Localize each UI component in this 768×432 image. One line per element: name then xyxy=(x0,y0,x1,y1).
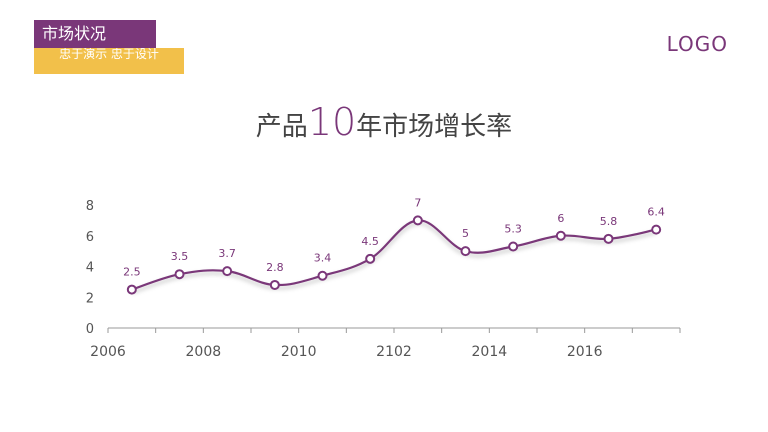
y-tick-label: 0 xyxy=(86,322,94,337)
data-point xyxy=(174,269,185,280)
section-title: 市场状况 xyxy=(42,24,107,43)
series-line-group xyxy=(131,219,657,291)
data-label: 7 xyxy=(414,196,421,209)
data-label: 6.4 xyxy=(647,206,665,219)
tagline: 忠于演示 忠于设计 xyxy=(59,48,159,61)
y-axis-labels: 0 2 4 6 8 xyxy=(86,199,94,337)
y-tick-label: 6 xyxy=(86,230,94,245)
data-point xyxy=(460,246,471,257)
x-tick-label: 2008 xyxy=(186,344,222,360)
data-label: 4.5 xyxy=(361,235,379,248)
data-label: 6 xyxy=(557,212,564,225)
data-point xyxy=(412,215,423,226)
series-line xyxy=(131,219,657,291)
data-label: 5.3 xyxy=(504,223,522,236)
data-label: 3.7 xyxy=(218,247,236,260)
data-point xyxy=(508,241,519,252)
headline-prefix: 产品 xyxy=(255,112,308,142)
x-tick-label: 2006 xyxy=(90,344,126,360)
data-points xyxy=(126,215,662,295)
data-point xyxy=(269,279,280,290)
data-point xyxy=(222,266,233,277)
data-label: 5 xyxy=(462,227,469,240)
y-tick-label: 2 xyxy=(86,291,94,306)
data-point xyxy=(317,270,328,281)
data-point xyxy=(651,224,662,235)
x-axis xyxy=(107,327,681,333)
data-point xyxy=(126,284,137,295)
x-tick-label: 2102 xyxy=(376,344,412,360)
data-label: 3.5 xyxy=(171,250,189,263)
data-label: 2.8 xyxy=(266,261,284,274)
headline-suffix: 年市场增长率 xyxy=(356,112,513,142)
y-tick-label: 8 xyxy=(86,199,94,214)
headline-number: 10 xyxy=(307,100,357,144)
data-label: 3.4 xyxy=(314,252,332,265)
chart-headline: 产品10年市场增长率 xyxy=(0,100,768,144)
data-point xyxy=(365,253,376,264)
logo: LOGO xyxy=(666,32,728,56)
x-axis-labels: 2006 2008 2010 2102 2014 2016 xyxy=(90,344,602,360)
data-point xyxy=(555,230,566,241)
tagline-badge: 忠于演示 忠于设计 xyxy=(34,48,184,74)
x-tick-label: 2016 xyxy=(567,344,603,360)
data-point xyxy=(603,233,614,244)
data-label: 2.5 xyxy=(123,266,141,279)
data-labels: 2.5 3.5 3.7 2.8 3.4 4.5 7 5 5.3 6 5.8 6.4 xyxy=(123,196,665,278)
data-label: 5.8 xyxy=(600,215,618,228)
x-tick-label: 2014 xyxy=(472,344,508,360)
y-tick-label: 4 xyxy=(86,261,94,276)
section-title-badge: 市场状况 xyxy=(34,20,156,48)
x-tick-label: 2010 xyxy=(281,344,317,360)
